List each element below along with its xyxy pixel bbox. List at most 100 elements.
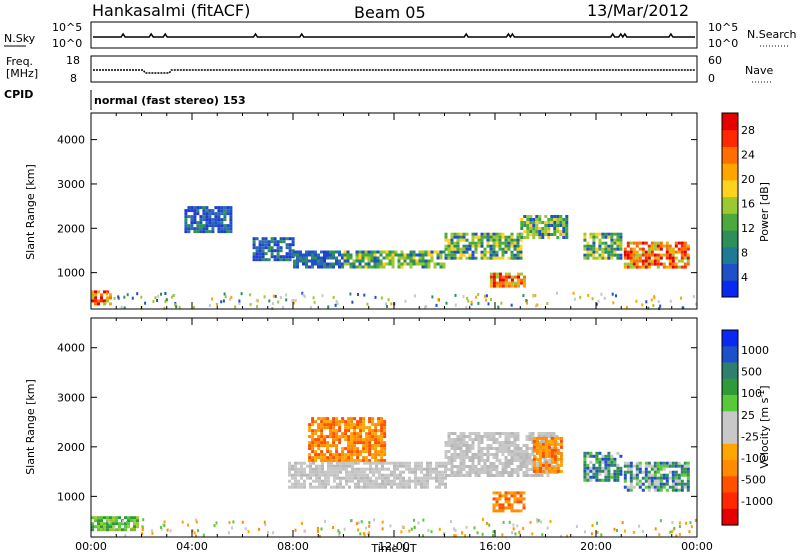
velocity-cell: [291, 467, 294, 471]
velocity-speckle: [368, 531, 371, 535]
power-cell: [106, 296, 109, 300]
velocity-cell: [459, 450, 463, 453]
power-cell: [601, 235, 605, 239]
power-cell: [323, 250, 326, 254]
velocity-cell: [583, 460, 587, 464]
power-cell: [223, 215, 227, 219]
velocity-cell: [510, 435, 514, 438]
velocity-cell: [366, 479, 369, 483]
nsearch-label: N.Search: [747, 28, 797, 41]
velocity-cell: [335, 453, 339, 457]
power-cell: [220, 224, 224, 228]
velocity-speckle: [102, 527, 105, 531]
power-cell: [427, 265, 431, 269]
velocity-cell: [368, 441, 372, 445]
velocity-cell: [330, 461, 333, 465]
velocity-cell: [686, 488, 690, 492]
velocity-cell: [312, 485, 315, 489]
velocity-cell: [644, 476, 648, 480]
velocity-cell: [665, 482, 669, 486]
velocity-speckle: [689, 521, 692, 525]
power-cell: [462, 232, 466, 236]
power-cell: [468, 241, 472, 245]
power-cell: [520, 236, 524, 239]
velocity-speckle: [678, 521, 681, 525]
velocity-cell: [501, 509, 505, 513]
velocity-cell: [345, 464, 348, 468]
velocity-cell: [510, 474, 514, 477]
velocity-cell: [330, 467, 333, 471]
velocity-cell: [453, 441, 457, 444]
velocity-cell: [495, 491, 499, 495]
power-cell: [273, 240, 277, 244]
power-speckle: [313, 300, 316, 304]
power-cell: [94, 299, 97, 303]
velocity-cell: [513, 444, 517, 447]
velocity-speckle: [671, 530, 674, 534]
velocity-cell: [294, 461, 297, 465]
velocity-cell: [429, 476, 432, 480]
velocity-speckle: [231, 526, 233, 530]
velocity-cell: [559, 463, 563, 467]
power-cell: [480, 241, 484, 245]
power-cell: [373, 253, 377, 257]
velocity-cell: [342, 467, 345, 471]
power-cell: [635, 250, 639, 254]
velocity-cell: [546, 474, 550, 477]
velocity-cell: [453, 453, 457, 456]
power-cell: [495, 284, 499, 288]
velocity-cell: [623, 476, 627, 480]
power-cell: [671, 256, 675, 260]
velocity-cell: [510, 450, 514, 453]
velocity-cell: [507, 441, 511, 444]
velocity-cell: [308, 453, 312, 457]
power-cell: [273, 255, 277, 259]
velocity-cell: [447, 435, 451, 438]
velocity-cell: [450, 471, 454, 474]
power-cell: [285, 237, 289, 241]
velocity-cell: [360, 476, 363, 480]
power-cell: [388, 259, 392, 263]
velocity-cell: [366, 461, 369, 465]
velocity-cell: [317, 444, 321, 448]
power-cell: [267, 249, 271, 253]
velocity-cell: [492, 491, 496, 495]
velocity-cell: [492, 447, 496, 450]
velocity-cell: [683, 485, 687, 489]
velocity-cell: [665, 461, 669, 465]
power-speckle: [164, 292, 167, 295]
power-cell: [489, 281, 493, 285]
velocity-cell: [366, 476, 369, 480]
velocity-speckle: [623, 529, 626, 533]
power-cell: [373, 256, 377, 260]
power-cell: [305, 256, 308, 260]
power-cell: [424, 250, 428, 254]
power-cell: [305, 253, 308, 257]
velocity-cell: [330, 473, 333, 477]
velocity-cell: [350, 456, 354, 460]
velocity-cell: [549, 435, 553, 438]
velocity-cell: [656, 488, 660, 492]
velocity-cell: [294, 464, 297, 468]
power-speckle: [249, 293, 252, 297]
velocity-speckle: [516, 524, 519, 528]
power-speckle: [695, 302, 697, 306]
velocity-cell: [616, 466, 620, 470]
velocity-cell: [324, 473, 327, 477]
velocity-speckle: [481, 532, 484, 536]
velocity-cell: [408, 464, 411, 468]
velocity-cell: [553, 439, 557, 443]
power-region: [91, 290, 112, 306]
velocity-cell: [297, 461, 300, 465]
power-cell: [547, 221, 551, 224]
power-cell: [520, 227, 524, 230]
velocity-cell: [380, 450, 384, 454]
velocity-speckle: [488, 523, 491, 527]
power-cell: [352, 265, 356, 269]
power-cell: [223, 230, 227, 234]
power-cell: [641, 259, 645, 263]
velocity-cell: [498, 474, 502, 477]
velocity-cell: [399, 470, 402, 474]
power-cell: [601, 256, 605, 260]
velocity-cell: [353, 432, 357, 436]
